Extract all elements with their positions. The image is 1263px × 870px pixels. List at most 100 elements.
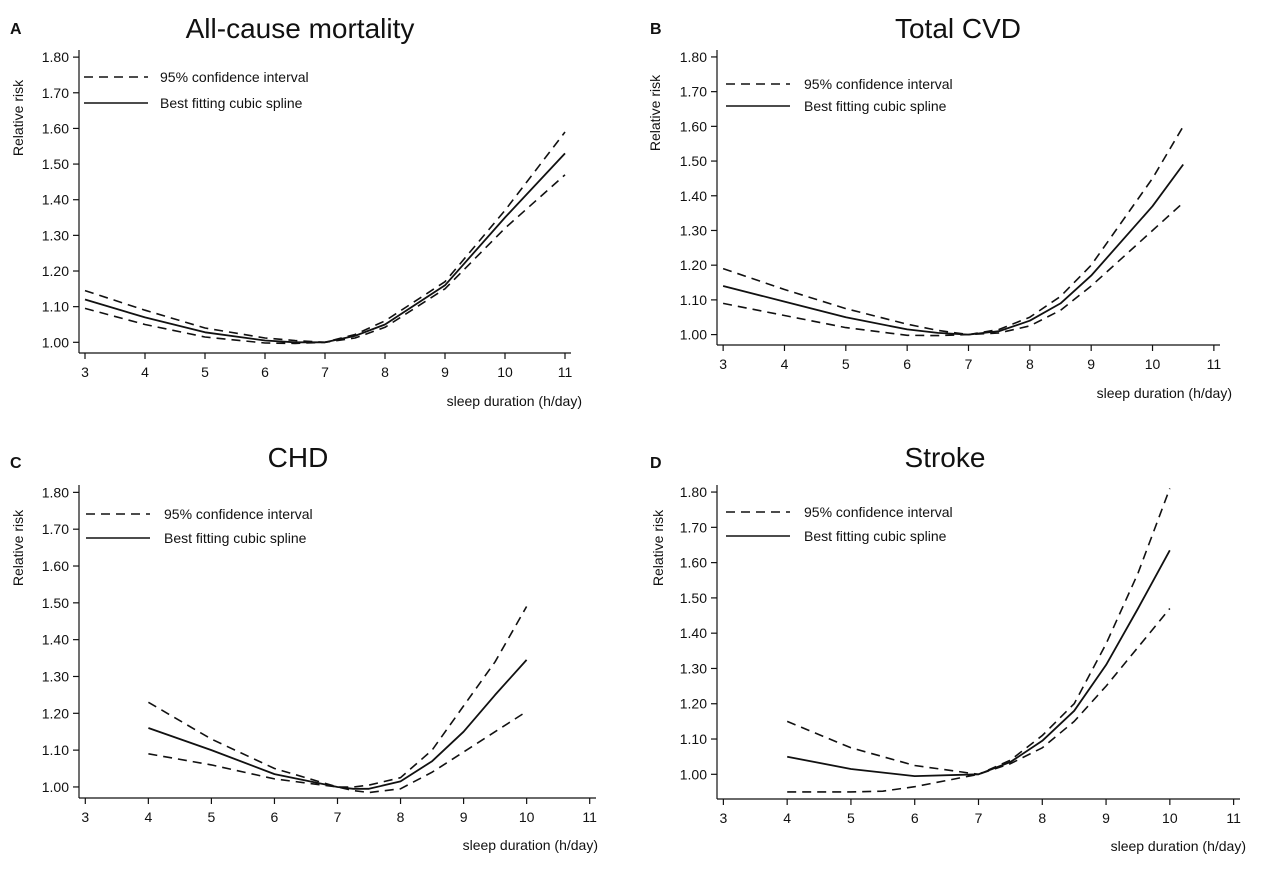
panel-letter: A [10,21,22,38]
legend-label-confidence: 95% confidence interval [804,504,953,520]
x-axis-label: sleep duration (h/day) [447,393,582,409]
panel-d: D Stroke Relative risk sleep duration (h… [650,442,1246,854]
panel-a: A All-cause mortality Relative risk slee… [10,13,582,409]
y-axis-label: Relative risk [647,74,663,151]
y-tick-label: 1.00 [680,327,707,343]
x-tick-label: 4 [783,810,791,826]
x-tick-label: 6 [261,364,269,380]
x-tick-label: 8 [381,364,389,380]
y-tick-label: 1.80 [680,484,707,500]
y-tick-label: 1.20 [680,257,707,273]
x-tick-label: 8 [1026,356,1034,372]
y-tick-label: 1.60 [42,120,69,136]
y-axis-label: Relative risk [650,509,666,586]
y-tick-label: 1.30 [680,222,707,238]
x-tick-label: 7 [975,810,983,826]
legend-label-spline: Best fitting cubic spline [804,98,947,114]
y-tick-label: 1.80 [42,484,69,500]
x-tick-label: 6 [271,809,279,825]
series-line-lower-ci [722,202,1184,337]
series-line-upper-ci [147,606,528,788]
y-tick-label: 1.60 [42,558,69,574]
x-axis-label: sleep duration (h/day) [463,837,598,853]
y-tick-label: 1.50 [680,590,707,606]
legend-label-confidence: 95% confidence interval [164,506,313,522]
x-tick-label: 3 [719,356,727,372]
y-tick-label: 1.00 [42,334,69,350]
x-tick-label: 5 [208,809,216,825]
y-tick-label: 1.10 [680,292,707,308]
x-axis-label: sleep duration (h/day) [1097,385,1232,401]
legend-label-spline: Best fitting cubic spline [160,95,303,111]
x-tick-label: 9 [1102,810,1110,826]
y-tick-label: 1.40 [680,625,707,641]
x-tick-label: 4 [144,809,152,825]
x-tick-label: 10 [1162,810,1178,826]
y-tick-label: 1.20 [680,696,707,712]
series-line-lower-ci [84,174,566,345]
legend: 95% confidence interval Best fitting cub… [84,69,309,111]
y-tick-label: 1.10 [42,299,69,315]
x-tick-label: 5 [842,356,850,372]
series-line-spline [787,549,1171,777]
x-tick-label: 5 [201,364,209,380]
panel-letter: D [650,455,662,472]
x-tick-label: 6 [903,356,911,372]
chart-title: Stroke [905,442,986,473]
chart-title: Total CVD [895,13,1021,44]
y-tick-label: 1.80 [42,49,69,65]
y-tick-label: 1.70 [680,519,707,535]
legend-label-spline: Best fitting cubic spline [164,530,307,546]
x-axis-label: sleep duration (h/day) [1111,838,1246,854]
legend-label-confidence: 95% confidence interval [804,76,953,92]
x-tick-label: 7 [321,364,329,380]
series-line-lower-ci [148,710,528,794]
panel-b: B Total CVD Relative risk sleep duration… [647,13,1232,401]
y-tick-label: 1.40 [42,192,69,208]
y-tick-label: 1.10 [680,731,707,747]
x-tick-label: 3 [81,364,89,380]
y-tick-label: 1.30 [42,668,69,684]
series-line-upper-ci [786,488,1171,776]
x-tick-label: 5 [847,810,855,826]
series-line-spline [148,659,528,790]
x-tick-label: 4 [141,364,149,380]
panel-letter: B [650,21,662,38]
y-tick-label: 1.60 [680,118,707,134]
legend: 95% confidence interval Best fitting cub… [726,504,953,544]
y-tick-label: 1.70 [680,84,707,100]
y-tick-label: 1.20 [42,263,69,279]
x-tick-label: 7 [334,809,342,825]
x-tick-label: 10 [519,809,535,825]
panel-letter: C [10,455,22,472]
y-tick-label: 1.50 [42,156,69,172]
y-axis-label: Relative risk [10,509,26,586]
x-tick-label: 10 [497,364,513,380]
y-tick-label: 1.50 [42,595,69,611]
x-tick-label: 4 [781,356,789,372]
y-tick-label: 1.10 [42,742,69,758]
y-tick-label: 1.60 [680,555,707,571]
y-tick-label: 1.70 [42,85,69,101]
legend: 95% confidence interval Best fitting cub… [726,76,953,114]
y-tick-label: 1.00 [42,779,69,795]
y-tick-label: 1.50 [680,153,707,169]
x-tick-label: 9 [1087,356,1095,372]
x-tick-label: 11 [1207,356,1222,372]
y-tick-label: 1.00 [680,766,707,782]
panel-c: C CHD Relative risk sleep duration (h/da… [10,442,598,853]
series-line-spline [722,163,1184,336]
y-tick-label: 1.80 [680,49,707,65]
y-tick-label: 1.40 [680,188,707,204]
x-tick-label: 10 [1145,356,1161,372]
x-tick-label: 9 [441,364,449,380]
y-tick-label: 1.70 [42,521,69,537]
legend-label-spline: Best fitting cubic spline [804,528,947,544]
x-tick-label: 8 [397,809,405,825]
chart-title: All-cause mortality [186,13,415,44]
x-tick-label: 7 [965,356,973,372]
x-tick-label: 11 [582,809,597,825]
series-line-upper-ci [84,131,566,344]
x-tick-label: 8 [1038,810,1046,826]
